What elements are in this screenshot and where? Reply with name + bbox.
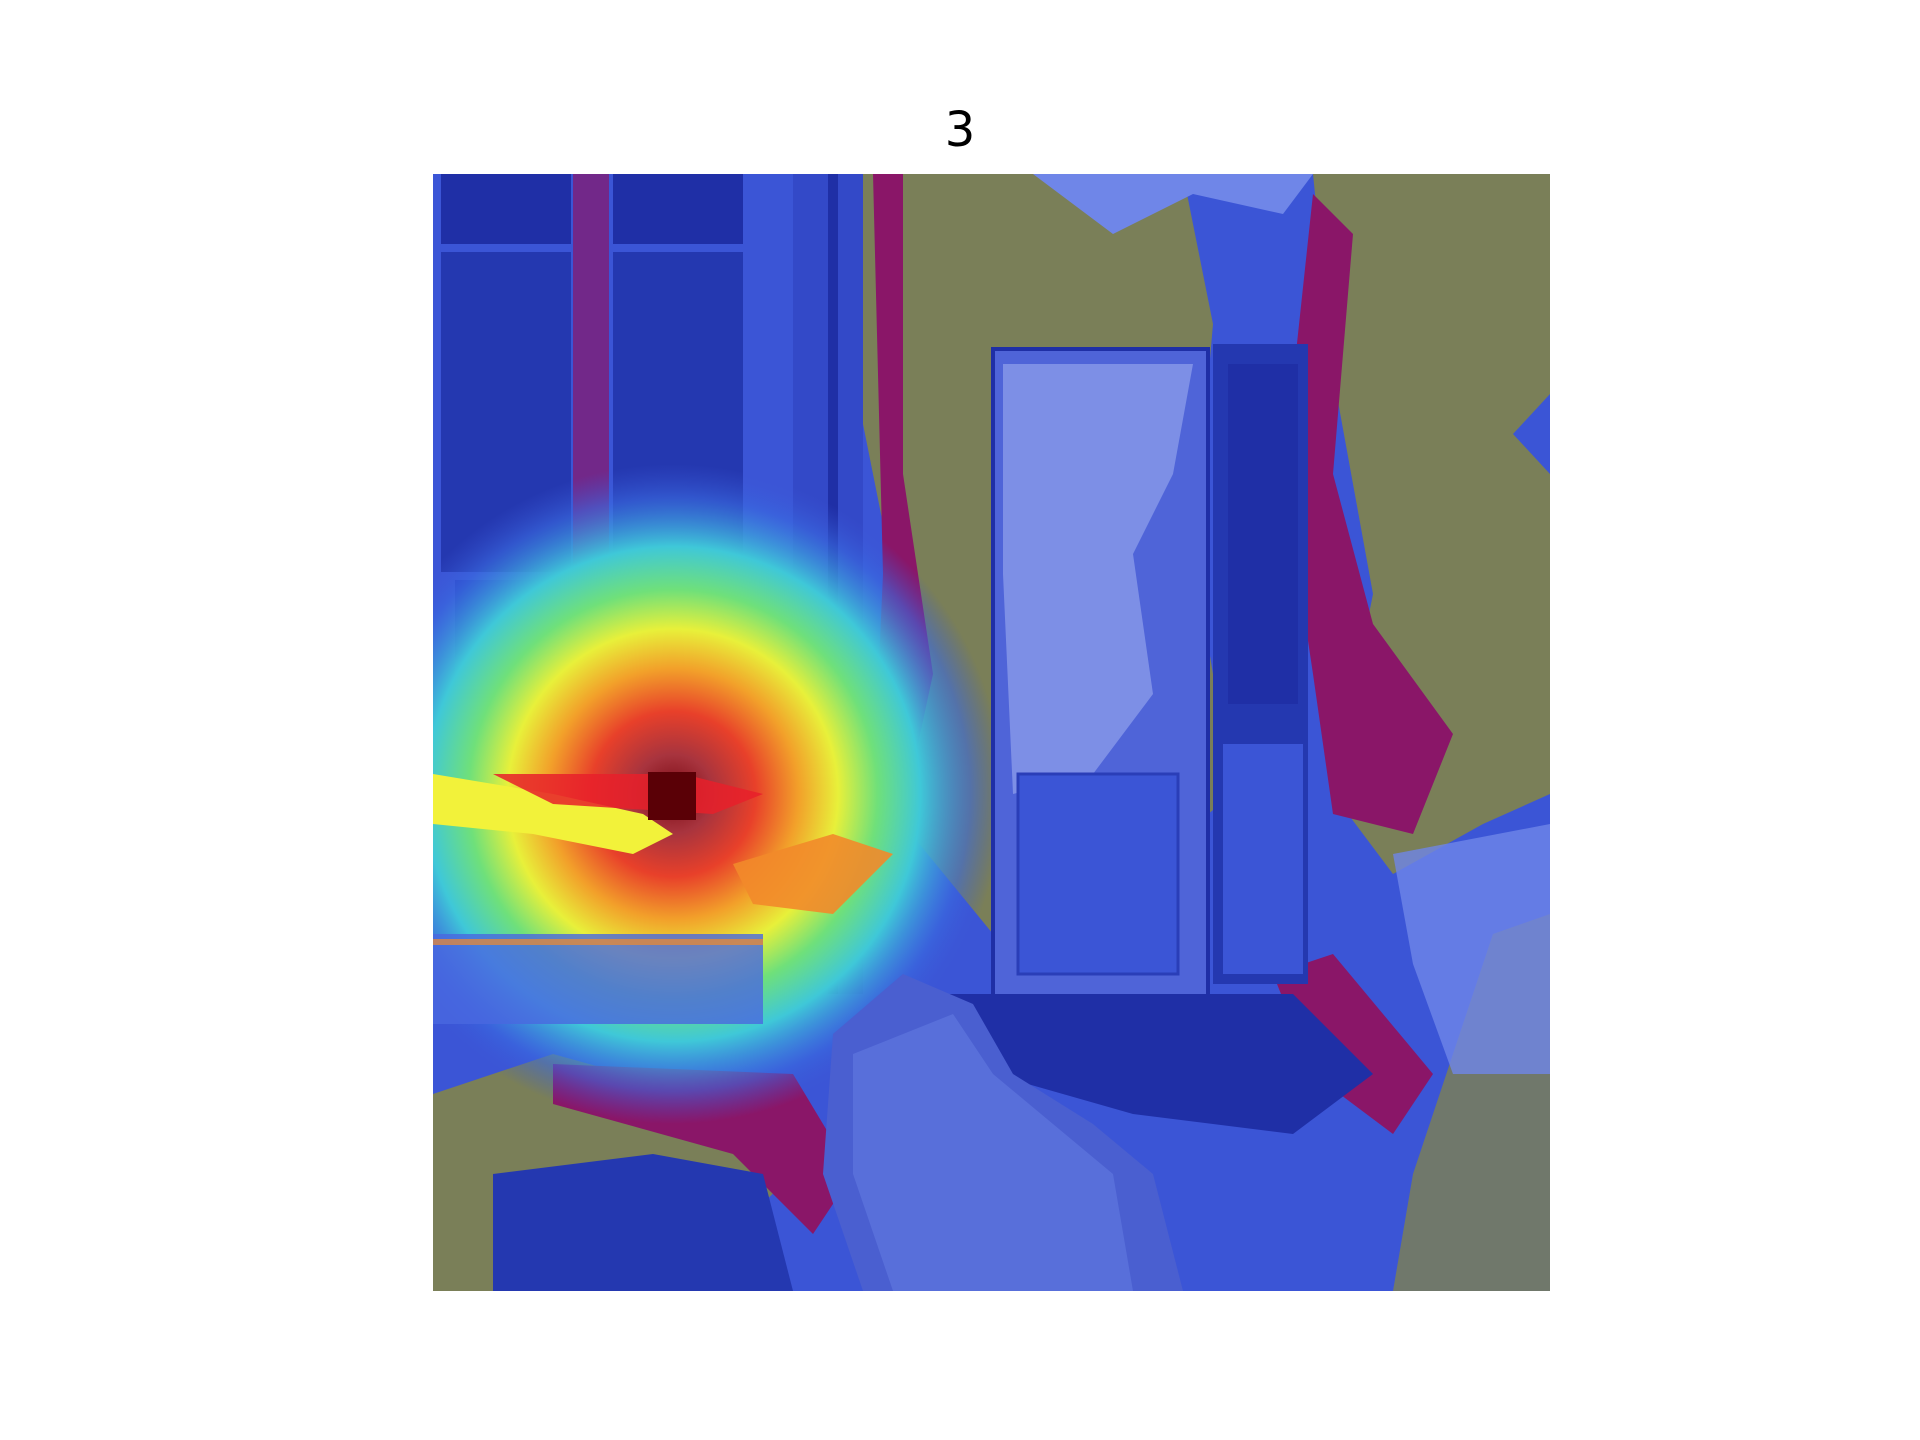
chair-right — [1393, 824, 1550, 1074]
lower-left-object — [493, 1154, 793, 1291]
carpet — [933, 994, 1373, 1134]
door-open-lower — [1223, 744, 1303, 974]
yellow-streak-left — [433, 774, 673, 854]
door-open-window — [1228, 364, 1298, 704]
door-panel-lower — [1016, 772, 1180, 976]
figure-title: 3 — [944, 102, 976, 158]
wall-top-center — [1033, 174, 1313, 234]
heatmap-overlay-image — [433, 174, 1550, 1291]
sofa-texture — [853, 1014, 1133, 1291]
radiator — [433, 934, 763, 1024]
orange-streak-right — [733, 834, 893, 914]
peak-marker — [648, 772, 696, 820]
door-light-panel — [1003, 364, 1193, 794]
radiator-line — [433, 939, 763, 945]
window-left-pane-top — [441, 174, 571, 244]
sofa — [823, 974, 1183, 1291]
magenta-band-4 — [1273, 954, 1433, 1134]
magenta-band-2 — [1283, 194, 1453, 834]
window-right-pane-top — [613, 174, 743, 244]
